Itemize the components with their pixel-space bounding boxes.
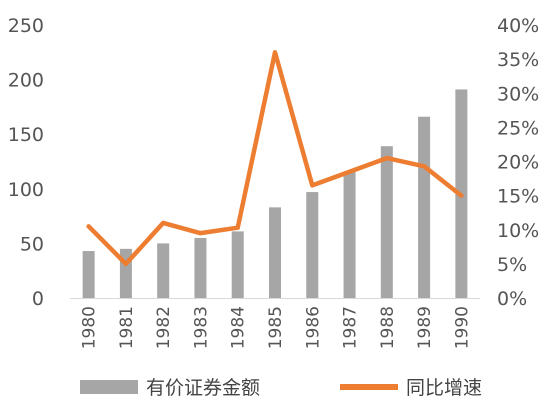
bar: [194, 237, 207, 298]
right-y-axis: 0% 5% 10% 15% 20% 25% 30% 35% 40%: [497, 15, 539, 310]
bar: [306, 192, 319, 298]
left-y-axis: 0 50 100 150 200 250: [8, 15, 44, 310]
bar: [82, 251, 95, 298]
left-tick-label: 50: [20, 233, 44, 255]
x-tick-label: 1988: [378, 306, 398, 349]
line-series: [86, 50, 464, 267]
bar: [418, 116, 431, 298]
left-tick-label: 150: [8, 124, 44, 146]
right-tick-label: 35%: [497, 49, 539, 71]
x-tick-label: 1990: [452, 306, 472, 349]
x-tick-label: 1983: [191, 306, 211, 349]
legend-line-label: 同比增速: [406, 377, 482, 399]
right-tick-label: 30%: [497, 83, 539, 105]
right-tick-label: 20%: [497, 152, 539, 174]
x-tick-label: 1984: [229, 306, 249, 349]
right-tick-label: 25%: [497, 117, 539, 139]
bar: [231, 231, 244, 298]
x-tick-label: 1987: [341, 306, 361, 349]
right-tick-label: 15%: [497, 186, 539, 208]
left-tick-label: 0: [32, 288, 44, 310]
left-tick-label: 200: [8, 70, 44, 92]
bar-series: [82, 89, 468, 298]
legend: 有价证券金额 同比增速: [80, 377, 482, 399]
x-tick-label: 1985: [266, 306, 286, 349]
right-tick-label: 5%: [497, 254, 527, 276]
right-tick-label: 0%: [497, 288, 527, 310]
bar: [157, 243, 170, 298]
x-axis: 1980 1981 1982 1983 1984 1985 1986 1987 1988 1989…: [70, 298, 480, 349]
x-tick-label: 1981: [117, 306, 137, 349]
x-tick-label: 1980: [80, 306, 100, 349]
bar: [343, 171, 356, 298]
bar: [380, 146, 393, 298]
left-tick-label: 100: [8, 179, 44, 201]
left-tick-label: 250: [8, 15, 44, 37]
x-tick-label: 1986: [303, 306, 323, 349]
x-tick-label: 1989: [415, 306, 435, 349]
right-tick-label: 10%: [497, 220, 539, 242]
legend-bar-swatch: [80, 380, 138, 394]
x-tick-label: 1982: [154, 306, 174, 349]
legend-bar-label: 有价证券金额: [146, 377, 260, 399]
bar: [269, 207, 281, 298]
right-tick-label: 40%: [497, 15, 539, 37]
